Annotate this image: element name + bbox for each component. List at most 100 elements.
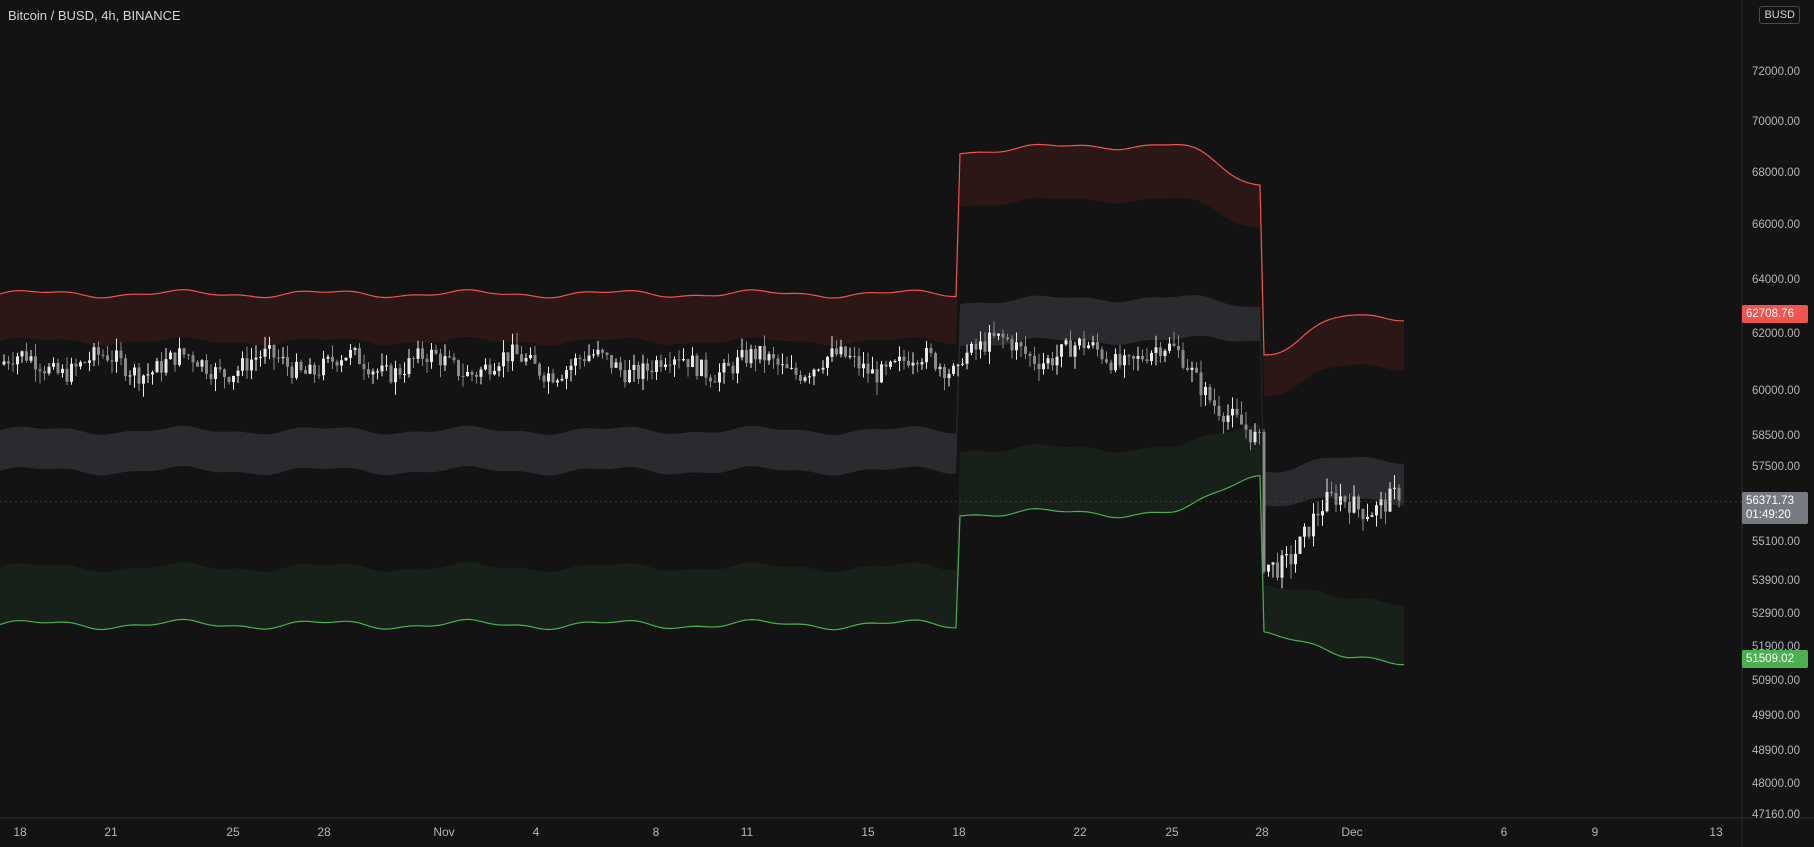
candle-body [1190,367,1194,370]
candle-body [1024,346,1027,354]
candle-body [1316,513,1320,516]
candle-body [1118,354,1122,366]
candle-body [268,345,271,349]
x-tick-label: 25 [226,825,240,839]
candle-body [169,352,172,360]
candle-body [92,347,96,361]
candle-body [2,361,6,365]
candle-body [889,361,892,367]
candle-body [218,367,222,370]
candles [2,321,1401,589]
candle-body [826,356,829,368]
candle-body [493,370,496,375]
candle-body [47,366,51,374]
candle-body [857,356,861,369]
candle-body [1204,386,1207,396]
candle-body [299,361,303,370]
candle-body [1199,372,1203,396]
candle-body [556,380,559,383]
x-tick-label: Nov [433,825,454,839]
candle-body [1145,359,1149,361]
candle-body [605,352,609,356]
candle-body [898,356,901,362]
candle-body [704,359,708,378]
candle-body [1222,415,1225,423]
candle-body [115,350,118,362]
candle-body [997,333,1000,336]
candle-body [1141,356,1144,360]
candle-body [524,358,528,362]
candle-body [326,356,330,359]
lower-band-price-tag: 51509.02 [1742,650,1808,669]
candle-body [1051,358,1054,366]
candle-body [641,363,645,379]
candle-body [1312,513,1315,537]
candle-body [1064,340,1068,345]
y-tick-label: 57500.00 [1752,461,1800,473]
candle-body [236,370,240,376]
candle-body [286,357,289,367]
candle-body [929,348,933,354]
candle-body [1150,352,1153,361]
candle-body [808,376,811,378]
candle-body [1006,337,1009,340]
x-tick-label: 6 [1501,825,1508,839]
candle-body [1037,363,1041,370]
candle-body [277,357,280,359]
candle-body [1231,408,1234,416]
y-tick-label: 48900.00 [1752,745,1800,757]
currency-badge[interactable]: BUSD [1759,6,1800,24]
candle-body [1114,354,1117,371]
candle-body [1334,492,1338,505]
candle-body [385,365,388,367]
candle-body [749,349,753,364]
y-tick-label: 49900.00 [1752,710,1800,722]
lower-band-line [0,475,1404,666]
candle-body [776,358,780,365]
y-tick-label: 64000.00 [1752,274,1800,286]
bar-countdown: 01:49:20 [1746,509,1791,522]
candle-body [1001,333,1005,338]
candle-body [785,364,789,369]
candle-body [502,352,505,367]
candle-body [713,381,717,383]
candle-body [1370,515,1374,517]
candle-body [763,345,766,361]
candle-body [281,357,285,359]
candle-body [794,367,798,375]
candle-body [772,354,775,359]
candle-body [263,348,267,357]
candle-body [880,364,883,383]
candle-body [1015,342,1018,351]
basis-band-fill [0,295,1404,507]
candle-body [1366,516,1369,520]
candle-body [1132,355,1135,359]
candle-body [767,354,771,361]
candle-body [1388,488,1392,512]
candle-body [335,361,339,366]
y-tick-label: 52900.00 [1752,608,1800,620]
candle-body [983,341,987,352]
candle-body [16,356,19,365]
candle-body [637,365,640,379]
candle-body [988,332,991,352]
candle-body [407,358,411,375]
candle-body [128,375,132,377]
candle-body [758,345,762,360]
candle-body [340,360,343,366]
candle-body [884,364,888,367]
candle-body [1262,431,1266,572]
candle-body [1397,487,1401,501]
candle-body [461,375,465,377]
candle-body [70,363,73,382]
upper-band-line [0,143,1404,356]
candle-body [1217,405,1221,416]
candle-body [79,362,82,367]
candle-body [380,365,384,372]
candle-body [1186,367,1189,370]
candle-body [803,377,807,381]
candle-body [727,362,730,366]
candle-body [20,351,24,357]
